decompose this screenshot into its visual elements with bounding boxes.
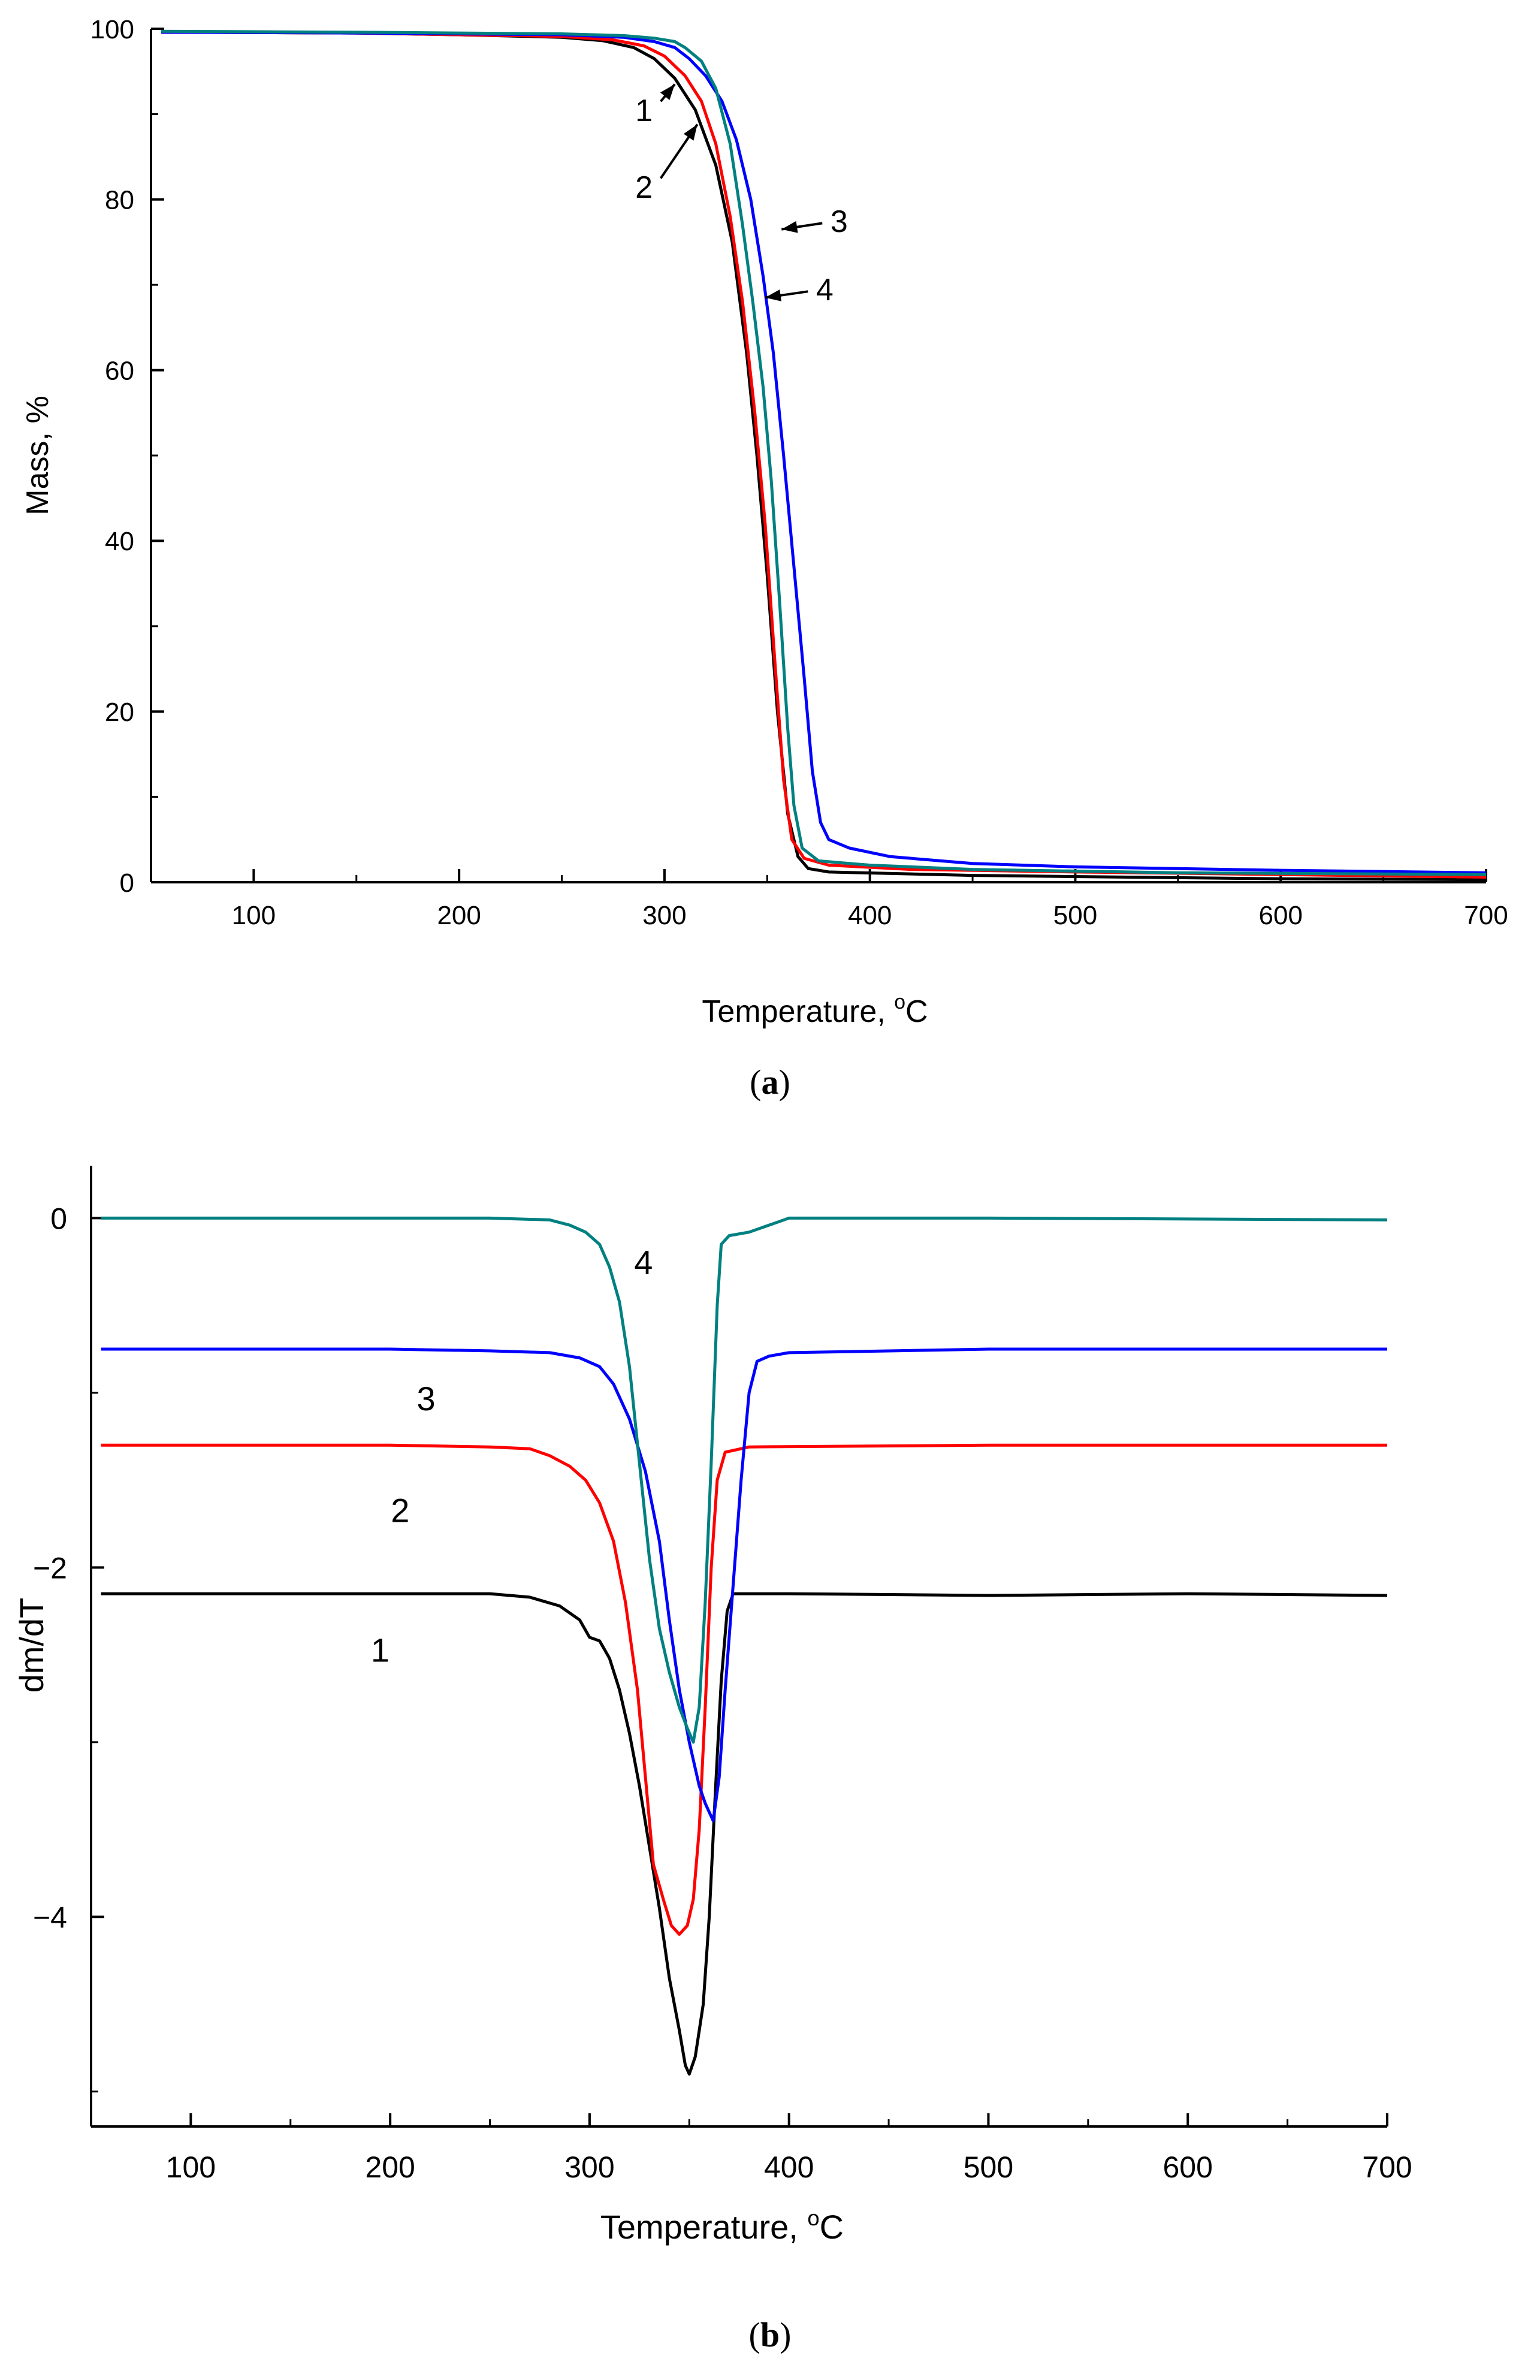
y-axis-title: dm/dT [13, 1598, 50, 1693]
curve-label-1: 1 [635, 93, 653, 128]
y-tick-label: 80 [105, 186, 134, 215]
curve-label-2: 2 [635, 170, 653, 205]
y-tick-label: 40 [105, 527, 134, 556]
x-axis-title: Temperature, oC [600, 2206, 844, 2246]
chart-a: 100 200 300 400 500 600 700 0 20 40 60 80 100 1 2 3 4 Tem… [20, 15, 1508, 1102]
annotation-arrowhead-4 [765, 289, 782, 301]
curve-label-3: 3 [831, 204, 848, 239]
x-tick-label: 600 [1259, 901, 1303, 930]
annotation-arrowhead-2 [683, 124, 697, 141]
x-tick-label: 100 [232, 901, 276, 930]
y-tick-label: 60 [105, 356, 134, 385]
panel-label: (a) [750, 1063, 790, 1102]
curve-label-4: 4 [816, 273, 834, 307]
x-tick-label: 500 [964, 2150, 1013, 2184]
curve-label-3: 3 [416, 1380, 435, 1417]
x-tick-label: 300 [564, 2150, 614, 2184]
series-line-3 [101, 1347, 1387, 1823]
y-tick-label: −2 [33, 1551, 67, 1585]
series-line-2 [101, 1443, 1387, 1936]
x-tick-label: 400 [764, 2150, 814, 2184]
x-tick-label: 200 [365, 2150, 415, 2184]
series-line-3 [161, 31, 1487, 874]
panel-label: (b) [749, 2315, 792, 2354]
series-line-4 [161, 29, 1487, 876]
series-line-4 [101, 1216, 1388, 1744]
curve-label-4: 4 [634, 1243, 653, 1281]
y-tick-label: 0 [50, 1202, 67, 1235]
curve-label-1: 1 [371, 1631, 389, 1669]
x-tick-label: 200 [437, 901, 481, 930]
annotation-arrowhead-3 [781, 221, 798, 233]
x-tick-label: 700 [1362, 2150, 1412, 2184]
x-tick-label: 300 [642, 901, 686, 930]
y-axis-title: Mass, % [20, 396, 55, 515]
y-tick-label: −4 [33, 1901, 67, 1934]
x-tick-label: 700 [1464, 901, 1508, 930]
y-tick-label: 100 [90, 15, 134, 44]
x-tick-label: 500 [1053, 901, 1097, 930]
annotation-arrowhead-1 [660, 84, 675, 101]
y-tick-label: 20 [105, 698, 134, 727]
curve-label-2: 2 [391, 1491, 409, 1529]
chart-b: 100 200 300 400 500 600 700 −4 −2 0 4 3 2 1 Temperatur… [13, 1166, 1412, 2354]
x-axis-title: Temperature, oC [702, 991, 928, 1029]
x-tick-label: 600 [1163, 2150, 1213, 2184]
series-line-1 [161, 31, 1487, 882]
x-tick-label: 100 [166, 2150, 216, 2184]
series-line-2 [161, 31, 1487, 879]
x-tick-label: 400 [848, 901, 892, 930]
series-line-1 [101, 1592, 1388, 2076]
y-tick-label: 0 [120, 868, 134, 898]
